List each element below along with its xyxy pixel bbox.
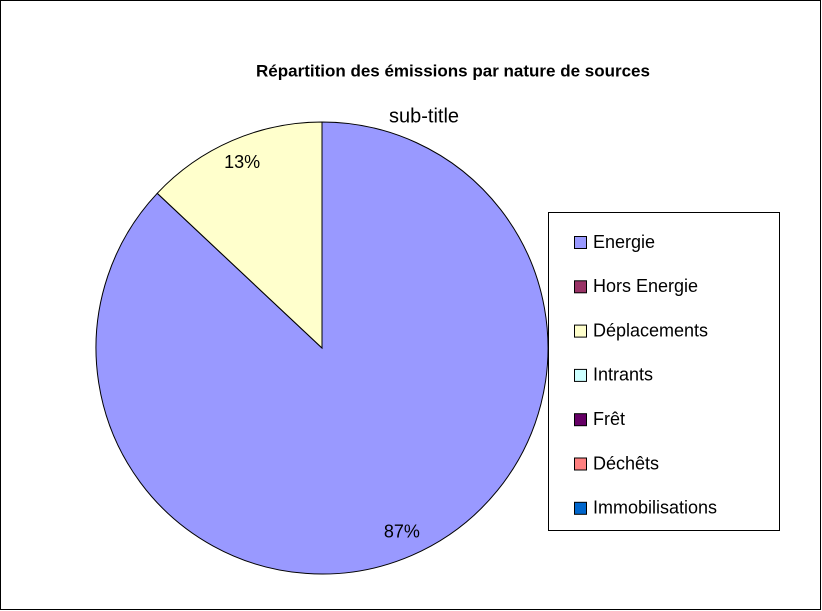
legend-swatch	[574, 368, 587, 382]
legend-label: Hors Energie	[593, 276, 698, 296]
data-label: 13%	[224, 152, 260, 172]
legend-label: Déchêts	[593, 453, 659, 473]
data-label: 87%	[384, 521, 420, 541]
chart-subtitle: sub-title	[389, 105, 459, 127]
legend-swatch	[574, 457, 587, 471]
legend-label: Déplacements	[593, 320, 708, 340]
legend-swatch	[574, 324, 587, 338]
legend-label: Energie	[593, 232, 655, 252]
legend-label: Intrants	[593, 365, 653, 385]
legend-swatch	[574, 280, 587, 294]
pie-slice	[156, 121, 323, 350]
legend-swatch	[574, 413, 587, 427]
legend-swatch	[574, 501, 587, 515]
legend-label: Frêt	[593, 409, 625, 429]
legend-swatch	[574, 236, 587, 249]
legend-label: Immobilisations	[593, 498, 717, 518]
chart-title: Répartition des émissions par nature de …	[256, 61, 650, 80]
